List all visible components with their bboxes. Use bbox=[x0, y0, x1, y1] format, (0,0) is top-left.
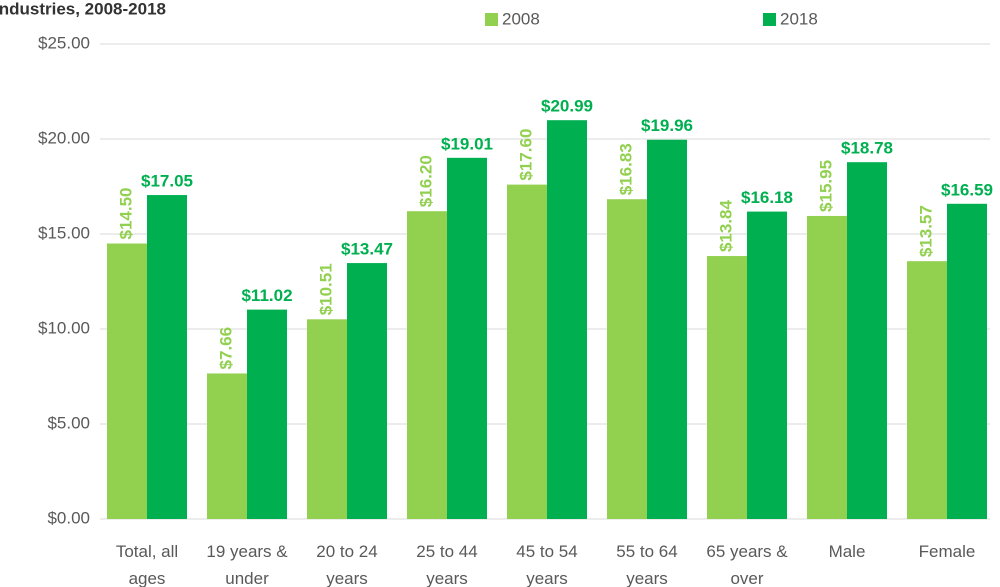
y-tick-label: $10.00 bbox=[38, 318, 90, 337]
y-tick-label: $25.00 bbox=[38, 33, 90, 52]
bar bbox=[807, 215, 847, 519]
data-label: $13.57 bbox=[916, 205, 935, 257]
bar bbox=[747, 211, 787, 519]
data-label: $16.20 bbox=[416, 155, 435, 207]
bar bbox=[647, 139, 687, 519]
x-tick-label: 45 to 54 years bbox=[516, 542, 578, 587]
x-tick-label: 25 to 44 years bbox=[416, 542, 478, 587]
data-label: $17.05 bbox=[141, 172, 193, 191]
bar bbox=[547, 120, 587, 519]
y-tick-label: $5.00 bbox=[47, 413, 90, 432]
x-tick-label: 19 years & under bbox=[206, 542, 288, 587]
x-tick-label: Female bbox=[918, 542, 976, 561]
bar bbox=[307, 319, 347, 519]
data-label: $16.83 bbox=[616, 143, 635, 195]
bar bbox=[147, 195, 187, 520]
bar bbox=[407, 211, 447, 519]
data-label: $13.47 bbox=[341, 240, 393, 259]
data-label: $20.99 bbox=[541, 97, 593, 116]
bar bbox=[607, 199, 647, 520]
x-tick-label: 55 to 64 years bbox=[616, 542, 678, 587]
data-label: $7.66 bbox=[216, 327, 235, 370]
y-tick-label: $0.00 bbox=[47, 508, 90, 527]
chart-title: Industries, 2008-2018 bbox=[0, 0, 166, 18]
x-tick-label: 65 years & over bbox=[706, 542, 788, 587]
data-label: $19.96 bbox=[641, 116, 693, 135]
x-tick-label: 20 to 24 years bbox=[316, 542, 378, 587]
bar bbox=[507, 184, 547, 519]
bar bbox=[707, 256, 747, 519]
bar bbox=[847, 162, 887, 519]
bar bbox=[107, 243, 147, 519]
data-label: $19.01 bbox=[441, 134, 493, 153]
data-label: $18.78 bbox=[841, 139, 893, 158]
bar bbox=[907, 261, 947, 519]
legend-swatch bbox=[485, 13, 498, 26]
bar bbox=[947, 203, 987, 520]
legend-label: 2008 bbox=[502, 9, 540, 28]
bar bbox=[447, 157, 487, 519]
data-label: $15.95 bbox=[816, 160, 835, 212]
data-label: $17.60 bbox=[516, 129, 535, 181]
data-label: $14.50 bbox=[116, 188, 135, 240]
bar bbox=[207, 373, 247, 519]
data-label: $16.59 bbox=[941, 180, 993, 199]
legend-label: 2018 bbox=[780, 9, 818, 28]
bar bbox=[347, 263, 387, 519]
y-tick-label: $15.00 bbox=[38, 223, 90, 242]
data-label: $10.51 bbox=[316, 263, 335, 315]
data-label: $13.84 bbox=[716, 199, 735, 252]
x-tick-label: Male bbox=[828, 542, 866, 561]
x-tick-label: Total, all ages bbox=[115, 542, 179, 587]
y-tick-label: $20.00 bbox=[38, 128, 90, 147]
data-label: $11.02 bbox=[241, 286, 292, 305]
legend-swatch bbox=[763, 13, 776, 26]
bar bbox=[247, 309, 287, 519]
data-label: $16.18 bbox=[741, 188, 793, 207]
